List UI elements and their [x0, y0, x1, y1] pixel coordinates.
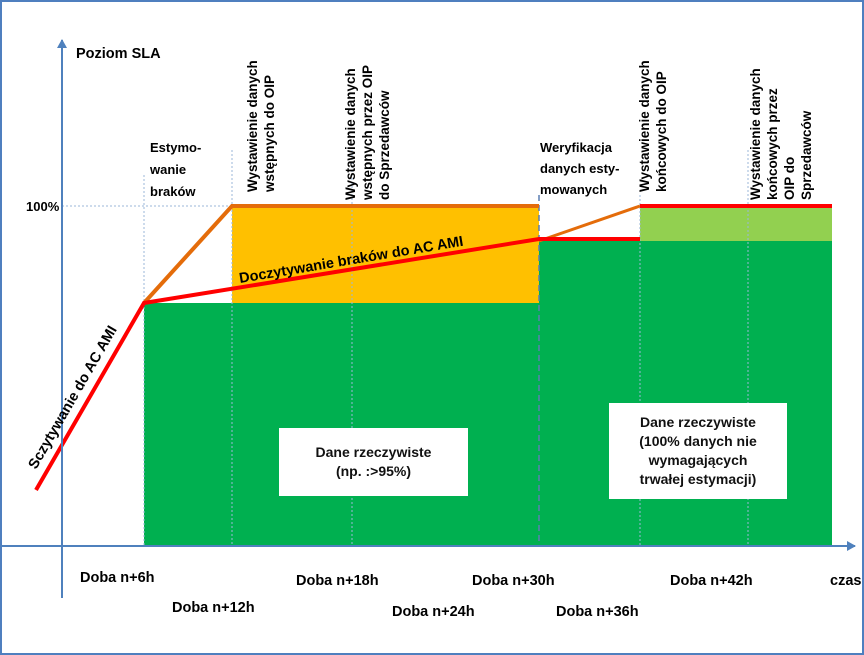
col4-line3: OIP do: [782, 157, 797, 200]
info-box-real-data-line2: (np. :>95%): [335, 463, 412, 479]
col4-line2: końcowych przez: [765, 88, 780, 200]
phase-estymowanie-line1: Estymo-: [150, 140, 201, 155]
phase-weryfikacja-line3: mowanych: [540, 182, 607, 197]
phase-weryfikacja: Weryfikacja danych esty- mowanych: [540, 140, 619, 197]
x-ticks-row2: Doba n+12h Doba n+24h Doba n+36h: [172, 600, 639, 620]
info-box-real-data: Dane rzeczywiste (np. :>95%): [279, 428, 468, 496]
x-axis-label: czas: [830, 573, 861, 589]
x-tick-24h: Doba n+24h: [392, 604, 475, 620]
col4-line4: Sprzedawców: [799, 110, 814, 200]
column-wystepne-do-oip: Wystawienie danych wstępnych do OIP: [245, 60, 277, 193]
column-koncowe-do-oip: Wystawienie danych końcowych do OIP: [637, 60, 669, 192]
x-tick-18h: Doba n+18h: [296, 573, 379, 589]
col1-line1: Wystawienie danych: [245, 60, 260, 192]
label-sczytywanie: Sczytywanie do AC AMI: [26, 323, 121, 472]
info-box-final-data-line1: Dane rzeczywiste: [640, 414, 756, 430]
x-tick-6h: Doba n+6h: [80, 570, 155, 586]
green-area-right: [539, 241, 832, 546]
green-area-left: [144, 303, 539, 546]
phase-estymowanie: Estymo- wanie braków: [149, 140, 201, 199]
red-trajectory: [34, 237, 640, 492]
info-box-final-data: Dane rzeczywiste (100% danych nie wymaga…: [609, 403, 787, 499]
y-tick-100: 100%: [26, 199, 60, 214]
column-koncowe-do-sprzedawcow: Wystawienie danych końcowych przez OIP d…: [748, 68, 814, 200]
white-gap-above-red: [232, 206, 539, 283]
x-ticks-row1: Doba n+6h Doba n+18h Doba n+30h Doba n+4…: [80, 570, 753, 589]
orange-trajectory: [142, 204, 539, 305]
col2-line3: do Sprzedawców: [377, 90, 392, 200]
col2-line2: wstępnych przez OIP: [360, 65, 375, 201]
info-box-final-data-line3: wymagających: [648, 452, 748, 468]
col4-line1: Wystawienie danych: [748, 68, 763, 200]
info-box-final-data-line2: (100% danych nie: [639, 433, 757, 449]
light-green-area: [640, 206, 832, 241]
col3-line2: końcowych do OIP: [654, 71, 669, 192]
x-tick-36h: Doba n+36h: [556, 604, 639, 620]
info-box-final-data-line4: trwałej estymacji): [639, 471, 757, 487]
phase-estymowanie-line2: wanie: [149, 162, 186, 177]
orange-trajectory-rise: [538, 204, 641, 243]
col2-line1: Wystawienie danych: [343, 68, 358, 200]
x-tick-30h: Doba n+30h: [472, 573, 555, 589]
col3-line1: Wystawienie danych: [637, 60, 652, 192]
y-axis-label: Poziom SLA: [76, 46, 161, 62]
phase-weryfikacja-line2: danych esty-: [540, 161, 619, 176]
info-box-real-data-line1: Dane rzeczywiste: [315, 444, 432, 460]
x-tick-42h: Doba n+42h: [670, 573, 753, 589]
x-tick-12h: Doba n+12h: [172, 600, 255, 616]
phase-weryfikacja-line1: Weryfikacja: [540, 140, 613, 155]
column-wstepne-do-sprzedawcow: Wystawienie danych wstępnych przez OIP d…: [343, 65, 392, 201]
col1-line2: wstępnych do OIP: [262, 75, 277, 193]
phase-estymowanie-line3: braków: [150, 184, 196, 199]
